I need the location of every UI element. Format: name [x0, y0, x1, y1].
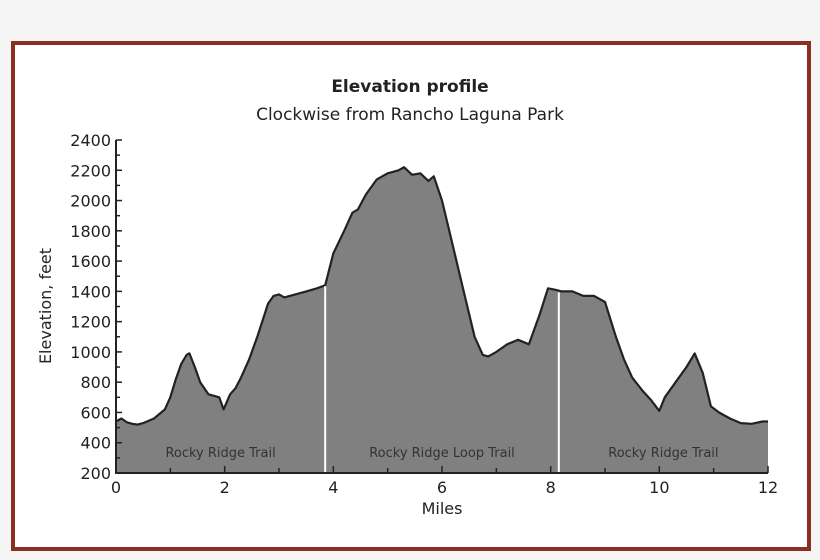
x-tick-label: 4 — [328, 478, 338, 497]
x-tick-label: 10 — [649, 478, 669, 497]
segment-label: Rocky Ridge Trail — [608, 446, 718, 461]
y-tick-label: 1000 — [70, 343, 111, 362]
y-tick-label: 2000 — [70, 192, 111, 211]
segment-label: Rocky Ridge Loop Trail — [369, 446, 515, 461]
chart-subtitle: Clockwise from Rancho Laguna Park — [256, 105, 564, 125]
y-tick-label: 800 — [80, 373, 111, 392]
y-tick-label: 1200 — [70, 313, 111, 332]
y-tick-label: 1600 — [70, 252, 111, 271]
y-tick-label: 400 — [80, 434, 111, 453]
segment-label: Rocky Ridge Trail — [165, 446, 275, 461]
plot-area: Rocky Ridge Trail Rocky Ridge Loop Trail R… — [70, 131, 778, 497]
y-tick-label: 600 — [80, 403, 111, 422]
x-tick-label: 6 — [437, 478, 447, 497]
x-axis-label: Miles — [422, 499, 463, 518]
y-tick-label: 2200 — [70, 161, 111, 180]
x-tick-label: 0 — [111, 478, 121, 497]
y-tick-label: 1400 — [70, 282, 111, 301]
elevation-area — [116, 167, 768, 473]
chart-title: Elevation profile — [331, 77, 488, 97]
elevation-line — [115, 166, 768, 426]
y-tick-label: 1800 — [70, 222, 111, 241]
x-tick-label: 12 — [758, 478, 778, 497]
x-tick-label: 2 — [220, 478, 230, 497]
y-axis-label: Elevation, feet — [36, 248, 55, 364]
y-tick-label: 200 — [80, 464, 111, 483]
x-tick-label: 8 — [546, 478, 556, 497]
y-tick-label: 2400 — [70, 131, 111, 150]
